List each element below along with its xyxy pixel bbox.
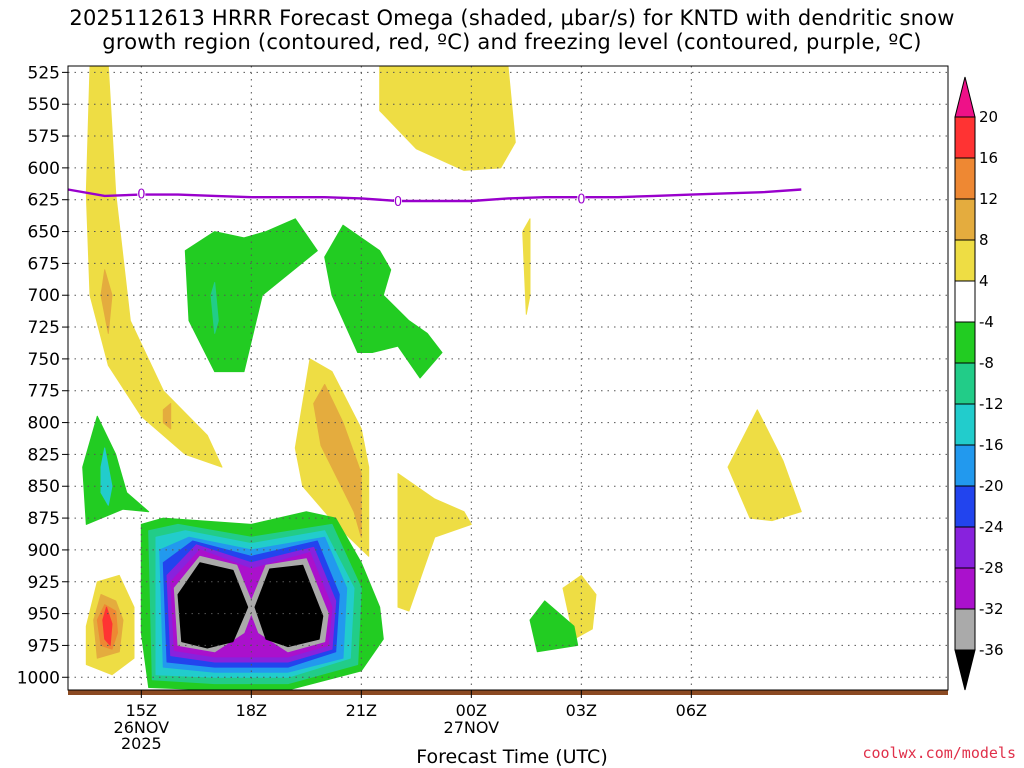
x-tick-sublabel-2025: 2025 [121, 734, 162, 753]
y-tick-label-600: 600 [28, 159, 60, 179]
omega-region-4 [379, 65, 516, 171]
omega-region-29 [254, 564, 324, 648]
colorbar-label-8: 8 [979, 231, 989, 249]
omega-region-21 [100, 447, 113, 506]
colorbar-label-4: 4 [979, 272, 989, 290]
colorbar-label--28: -28 [979, 559, 1004, 577]
colorbar-bin-10 [954, 526, 976, 569]
x-tick-label-15Z: 15Z [126, 701, 157, 720]
freezing-label-bg-2 [577, 191, 586, 205]
omega-region-0 [85, 65, 223, 468]
colorbar-label-12: 12 [979, 190, 998, 208]
colorbar-bottom-arrow [954, 649, 976, 691]
y-tick-label-725: 725 [28, 318, 60, 338]
omega-region-9 [162, 403, 172, 430]
colorbar-bin-3 [954, 239, 976, 282]
colorbar-bin-12 [954, 608, 976, 651]
y-tick-label-875: 875 [28, 509, 60, 529]
y-tick-labels: 525 550 575 600 625 650 675 700 725 750 775 800 825 8… [17, 63, 68, 688]
colorbar-bin-5 [954, 321, 976, 364]
y-tick-label-925: 925 [28, 573, 60, 593]
colorbar-bin-1 [954, 157, 976, 200]
y-tick-label-800: 800 [28, 414, 60, 434]
freezing-level-line [67, 188, 802, 203]
omega-region-13 [102, 606, 113, 646]
x-tick-label-18Z: 18Z [236, 701, 267, 720]
y-tick-label-975: 975 [28, 636, 60, 656]
y-tick-label-675: 675 [28, 254, 60, 274]
omega-region-8 [100, 269, 113, 334]
x-tick-label-00Z: 00Z [456, 701, 487, 720]
plot-axes [67, 65, 949, 695]
freezing-label-bg-1 [394, 193, 402, 207]
omega-region-10 [313, 383, 362, 538]
colorbar-label--36: -36 [979, 641, 1004, 659]
ground-strip [68, 690, 948, 695]
colorbar-label--12: -12 [979, 395, 1004, 413]
y-tick-label-950: 950 [28, 605, 60, 625]
source-credit: coolwx.com/models [862, 744, 1016, 762]
y-tick-label-700: 700 [28, 286, 60, 306]
colorbar-bin-9 [954, 485, 976, 528]
colorbar-bin-11 [954, 567, 976, 610]
y-tick-label-775: 775 [28, 382, 60, 402]
omega-region-5 [522, 218, 531, 315]
x-axis-title: Forecast Time (UTC) [416, 746, 608, 768]
omega-region-16 [324, 224, 443, 379]
colorbar-label--16: -16 [979, 436, 1004, 454]
y-tick-label-625: 625 [28, 191, 60, 211]
chart-title-line-1: 2025112613 HRRR Forecast Omega (shaded, … [69, 6, 955, 30]
y-tick-label-650: 650 [28, 223, 60, 243]
chart-title-line-2: growth region (contoured, red, ºC) and f… [102, 30, 922, 54]
omega-region-14 [82, 415, 150, 525]
freezing-level-contour: 0 0 0 [67, 186, 802, 210]
plot-frame [67, 65, 949, 691]
colorbar-label--32: -32 [979, 600, 1004, 618]
freezing-label-bg-0 [137, 186, 146, 200]
y-tick-label-550: 550 [28, 95, 60, 115]
x-tick-sublabel-26NOV: 26NOV [114, 718, 170, 737]
omega-region-7 [727, 409, 802, 522]
x-tick-label-06Z: 06Z [676, 701, 707, 720]
y-tick-label-900: 900 [28, 541, 60, 561]
y-tick-label-750: 750 [28, 350, 60, 370]
freezing-level-label-0: 0 [137, 187, 145, 202]
colorbar-label--4: -4 [979, 313, 994, 331]
colorbar-top-arrow [954, 76, 976, 118]
y-tick-label-1000: 1000 [17, 668, 60, 688]
y-tick-label-850: 850 [28, 477, 60, 497]
colorbar-bin-2 [954, 198, 976, 241]
colorbar-bin-4 [954, 280, 976, 323]
colorbar-label--20: -20 [979, 477, 1004, 495]
colorbar-bin-6 [954, 362, 976, 405]
y-tick-label-825: 825 [28, 445, 60, 465]
grid-lines [68, 66, 948, 690]
freezing-level-label-1: 0 [394, 195, 402, 210]
freezing-level-label-2: 0 [577, 192, 585, 207]
omega-region-19 [210, 282, 219, 334]
omega-region-3 [397, 473, 472, 612]
y-tick-label-525: 525 [28, 63, 60, 83]
y-tick-label-575: 575 [28, 127, 60, 147]
omega-region-28 [177, 562, 249, 649]
x-tick-sublabel-27NOV: 27NOV [444, 718, 500, 737]
colorbar-bin-7 [954, 403, 976, 446]
colorbar-label-20: 20 [979, 108, 998, 126]
omega-region-18 [529, 600, 579, 653]
x-tick-label-21Z: 21Z [346, 701, 377, 720]
colorbar-label--24: -24 [979, 518, 1004, 536]
colorbar-bin-0 [954, 116, 976, 159]
colorbar-label-16: 16 [979, 149, 998, 167]
colorbar-label--8: -8 [979, 354, 994, 372]
chart-title: 2025112613 HRRR Forecast Omega (shaded, … [0, 6, 1024, 54]
omega-colorbar: 20 16 12 8 4 -4 -8 -12 -16 -20 -24 -28 -32 -36 [954, 76, 1004, 691]
colorbar-bin-8 [954, 444, 976, 487]
omega-shaded-regions [82, 65, 802, 691]
x-tick-label-03Z: 03Z [566, 701, 597, 720]
